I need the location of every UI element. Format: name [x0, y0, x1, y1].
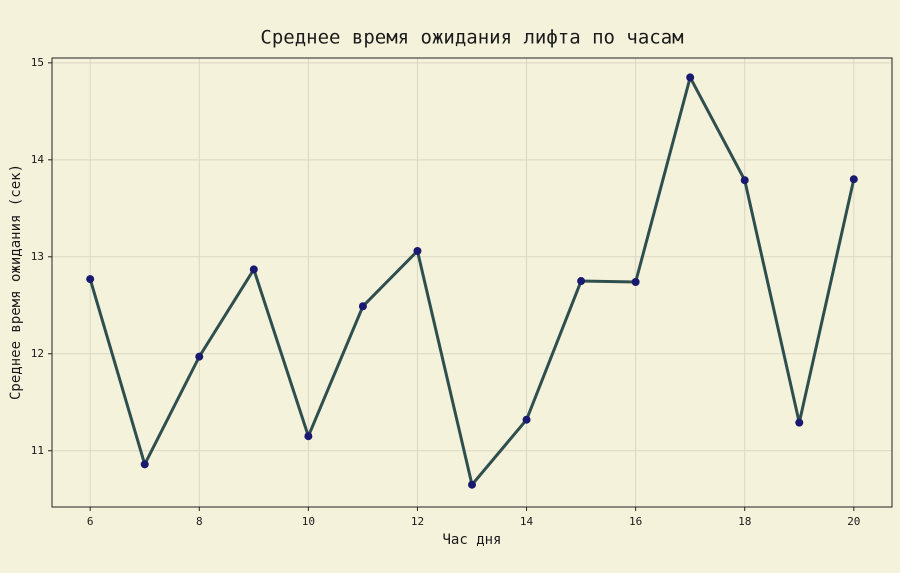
y-tick-label: 14 [31, 153, 45, 166]
point [849, 175, 858, 184]
point [686, 73, 695, 82]
point [413, 246, 422, 255]
y-tick-label: 11 [31, 444, 44, 457]
point [304, 432, 313, 441]
chart-title: Среднее время ожидания лифта по часам [260, 27, 683, 49]
x-tick-label: 20 [847, 515, 860, 528]
point [468, 480, 476, 489]
x-tick-label: 18 [738, 515, 751, 528]
point [631, 278, 640, 287]
point [86, 275, 95, 284]
point [249, 265, 258, 274]
y-tick-label: 15 [31, 56, 44, 69]
y-axis-label: Среднее время ожидания (сек) [8, 164, 24, 400]
point [195, 352, 204, 361]
x-tick-label: 16 [629, 515, 642, 528]
x-tick-label: 8 [196, 515, 203, 528]
point [795, 418, 804, 427]
point [740, 176, 749, 185]
x-tick-label: 12 [411, 515, 424, 528]
point [140, 460, 149, 469]
point [577, 277, 586, 286]
plot-frame [51, 57, 893, 508]
point [522, 415, 531, 424]
x-tick-label: 6 [87, 515, 94, 528]
x-tick-label: 14 [520, 515, 534, 528]
y-tick-label: 13 [31, 250, 44, 263]
point [358, 302, 367, 311]
x-axis-label: Час дня [442, 532, 501, 548]
y-tick-label: 12 [31, 347, 44, 360]
x-tick-label: 10 [302, 515, 315, 528]
